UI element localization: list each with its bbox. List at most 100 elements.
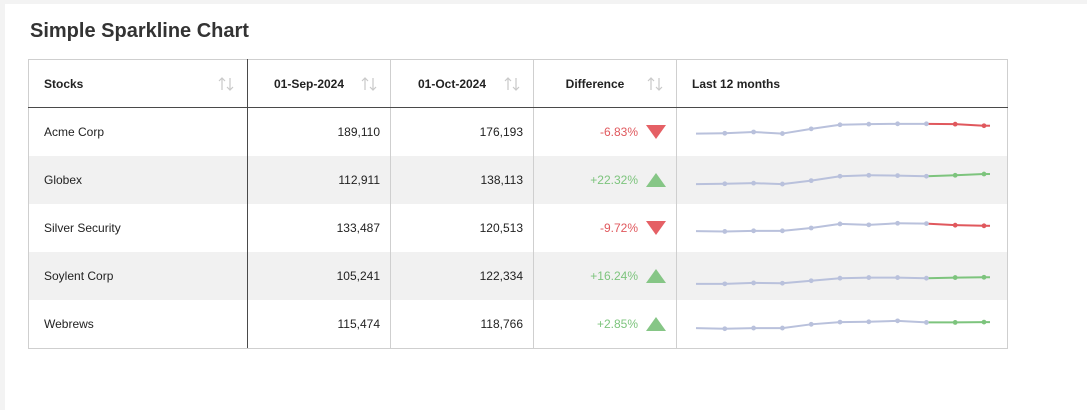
stock-name-cell: Acme Corp <box>28 107 248 156</box>
sparkline-point <box>981 223 987 229</box>
sparkline-segment <box>955 173 985 177</box>
sparkline-point <box>780 181 785 187</box>
sparkline-segment <box>955 224 985 227</box>
sparkline-point <box>751 228 756 234</box>
sep-value-cell: 189,110 <box>247 107 391 156</box>
table-row[interactable]: Webrews 115,474 118,766 +2.85% <box>28 300 1008 349</box>
triangle-up-icon <box>646 173 666 188</box>
sparkline-cell <box>676 204 1008 252</box>
sort-icon[interactable] <box>217 75 235 93</box>
sparkline-point <box>751 180 756 186</box>
difference-cell: +22.32% <box>533 156 677 204</box>
sort-icon[interactable] <box>360 75 378 93</box>
sparkline-point <box>837 221 843 227</box>
sort-icon[interactable] <box>503 75 521 93</box>
table-body: Acme Corp 189,110 176,193 -6.83% Globex 112,9… <box>28 107 1008 349</box>
column-header-sep[interactable]: 01-Sep-2024 <box>247 59 391 108</box>
sparkline-point <box>722 229 728 234</box>
sparkline-point <box>780 325 785 331</box>
sparkline-point <box>895 220 900 226</box>
sparkline-point <box>751 325 756 331</box>
sparkline-segment <box>811 321 841 326</box>
triangle-up-icon <box>646 317 666 332</box>
sparkline-segment <box>811 222 841 229</box>
sparkline-point <box>952 275 958 280</box>
sparkline-segment <box>811 123 841 130</box>
sparkline-segment <box>868 222 898 226</box>
column-header-stocks[interactable]: Stocks <box>28 59 248 108</box>
table-row[interactable]: Silver Security 133,487 120,513 -9.72% <box>28 204 1008 252</box>
sep-value-cell: 105,241 <box>247 252 391 300</box>
oct-value-cell: 138,113 <box>390 156 534 204</box>
page-title: Simple Sparkline Chart <box>30 20 249 42</box>
oct-value-cell: 120,513 <box>390 204 534 252</box>
difference-cell: +16.24% <box>533 252 677 300</box>
sparkline-point <box>808 126 814 132</box>
sparkline-chart <box>695 318 990 332</box>
stock-name-cell: Silver Security <box>28 204 248 252</box>
sparkline-segment <box>897 174 927 178</box>
sparkline-point <box>952 320 958 325</box>
sparkline-point <box>895 173 900 178</box>
sparkline-point <box>981 123 987 129</box>
stock-name-cell: Soylent Corp <box>28 252 248 300</box>
column-header-trend: Last 12 months <box>676 59 1008 108</box>
sparkline-segment <box>955 123 985 127</box>
sparkline-point <box>981 319 987 325</box>
sparkline-segment <box>839 174 869 178</box>
sparkline-point <box>866 121 872 127</box>
table-row[interactable]: Acme Corp 189,110 176,193 -6.83% <box>28 107 1008 156</box>
difference-value: -6.83% <box>599 125 638 140</box>
sparkline-point <box>981 171 987 177</box>
sparkline-point <box>924 221 929 226</box>
sparkline-segment <box>724 229 754 233</box>
difference-value: -9.72% <box>599 221 638 236</box>
sparkline-card: Simple Sparkline Chart Stocks 01-Sep-202… <box>5 4 1087 410</box>
difference-cell: -9.72% <box>533 204 677 252</box>
sparkline-segment <box>695 327 725 330</box>
sparkline-segment <box>839 276 869 280</box>
sparkline-point <box>808 178 814 184</box>
sparkline-point <box>981 274 987 280</box>
sparkline-segment <box>753 182 783 186</box>
sparkline-segment <box>839 123 869 126</box>
sparkline-cell <box>676 252 1008 300</box>
sep-value-cell: 115,474 <box>247 300 391 349</box>
stocks-table: Stocks 01-Sep-2024 01-Oct-2024 <box>28 59 1008 349</box>
triangle-down-icon <box>646 221 666 236</box>
sparkline-point <box>722 181 728 187</box>
sparkline-point <box>722 326 728 332</box>
sparkline-segment <box>926 222 956 227</box>
sparkline-point <box>780 131 785 136</box>
column-label: 01-Sep-2024 <box>273 76 345 91</box>
sparkline-segment <box>897 319 927 324</box>
sparkline-segment <box>724 182 754 185</box>
sparkline-segment <box>839 222 869 226</box>
table-row[interactable]: Globex 112,911 138,113 +22.32% <box>28 156 1008 204</box>
sparkline-point <box>808 225 814 231</box>
column-header-difference[interactable]: Difference <box>533 59 677 108</box>
sparkline-segment <box>782 323 812 330</box>
sparkline-point <box>952 172 958 178</box>
sparkline-segment <box>811 175 841 182</box>
sparkline-segment <box>782 227 812 232</box>
stock-name-cell: Globex <box>28 156 248 204</box>
sparkline-segment <box>926 276 956 280</box>
table-row[interactable]: Soylent Corp 105,241 122,334 +16.24% <box>28 252 1008 300</box>
sparkline-point <box>924 173 929 179</box>
sep-value-cell: 133,487 <box>247 204 391 252</box>
sparkline-cell <box>676 107 1008 156</box>
sparkline-point <box>866 319 872 325</box>
sparkline-chart <box>696 274 990 287</box>
triangle-up-icon <box>646 269 666 284</box>
column-label: 01-Oct-2024 <box>417 76 487 91</box>
sparkline-point <box>952 222 958 228</box>
sort-icon[interactable] <box>646 75 664 93</box>
triangle-down-icon <box>646 125 666 140</box>
column-header-oct[interactable]: 01-Oct-2024 <box>390 59 534 108</box>
sparkline-chart <box>695 171 990 187</box>
sparkline-point <box>751 129 756 135</box>
sparkline-point <box>924 275 929 281</box>
difference-cell: -6.83% <box>533 107 677 156</box>
sparkline-segment <box>926 174 956 178</box>
